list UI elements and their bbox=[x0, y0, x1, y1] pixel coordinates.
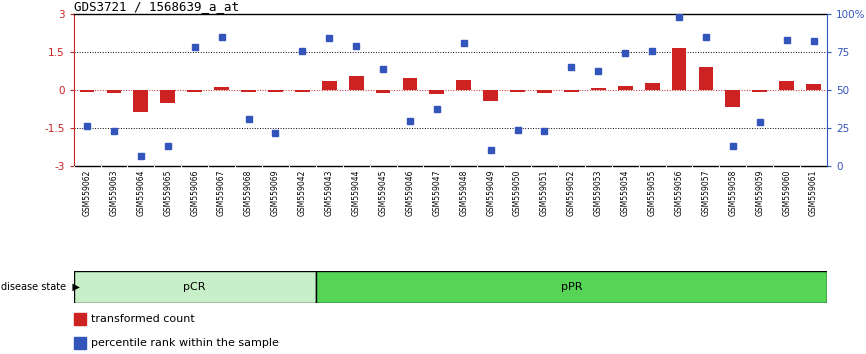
Text: GSM559059: GSM559059 bbox=[755, 170, 765, 216]
Text: GSM559056: GSM559056 bbox=[675, 170, 683, 216]
Text: transformed count: transformed count bbox=[91, 314, 195, 324]
Bar bbox=[672, 48, 687, 90]
Bar bbox=[806, 84, 821, 90]
Text: GSM559061: GSM559061 bbox=[809, 170, 818, 216]
Bar bbox=[456, 80, 471, 90]
Bar bbox=[214, 87, 229, 90]
Text: GSM559057: GSM559057 bbox=[701, 170, 710, 216]
Text: GSM559048: GSM559048 bbox=[459, 170, 469, 216]
Bar bbox=[187, 90, 202, 92]
Bar bbox=[779, 81, 794, 90]
Text: GSM559047: GSM559047 bbox=[432, 170, 442, 216]
Bar bbox=[591, 88, 605, 90]
Bar bbox=[241, 90, 256, 92]
Text: GSM559060: GSM559060 bbox=[782, 170, 792, 216]
Text: pPR: pPR bbox=[560, 282, 582, 292]
Text: GSM559046: GSM559046 bbox=[405, 170, 415, 216]
Text: GSM559045: GSM559045 bbox=[378, 170, 388, 216]
Bar bbox=[74, 271, 316, 303]
Text: GSM559044: GSM559044 bbox=[352, 170, 360, 216]
Bar bbox=[564, 90, 578, 92]
Bar bbox=[316, 271, 827, 303]
Bar bbox=[349, 76, 364, 90]
Text: pCR: pCR bbox=[184, 282, 206, 292]
Text: GSM559068: GSM559068 bbox=[244, 170, 253, 216]
Bar bbox=[403, 78, 417, 90]
Bar bbox=[699, 67, 714, 90]
Text: GSM559051: GSM559051 bbox=[540, 170, 549, 216]
Text: GSM559066: GSM559066 bbox=[191, 170, 199, 216]
Bar bbox=[74, 337, 86, 349]
Bar bbox=[107, 90, 121, 93]
Text: GSM559067: GSM559067 bbox=[217, 170, 226, 216]
Text: GSM559049: GSM559049 bbox=[486, 170, 495, 216]
Bar bbox=[133, 90, 148, 112]
Text: GSM559043: GSM559043 bbox=[325, 170, 333, 216]
Text: GSM559064: GSM559064 bbox=[136, 170, 145, 216]
Bar bbox=[430, 90, 444, 94]
Text: GSM559052: GSM559052 bbox=[567, 170, 576, 216]
Text: percentile rank within the sample: percentile rank within the sample bbox=[91, 338, 279, 348]
Text: GSM559055: GSM559055 bbox=[648, 170, 656, 216]
Bar bbox=[376, 90, 391, 93]
Bar bbox=[268, 90, 283, 92]
Text: GSM559063: GSM559063 bbox=[109, 170, 119, 216]
Bar bbox=[753, 90, 767, 92]
Bar bbox=[80, 90, 94, 92]
Text: GSM559065: GSM559065 bbox=[164, 170, 172, 216]
Text: GSM559054: GSM559054 bbox=[621, 170, 630, 216]
Bar bbox=[160, 90, 175, 103]
Text: GSM559058: GSM559058 bbox=[728, 170, 737, 216]
Bar bbox=[322, 81, 337, 90]
Bar bbox=[537, 90, 552, 93]
Text: GSM559053: GSM559053 bbox=[594, 170, 603, 216]
Bar bbox=[726, 90, 740, 107]
Bar bbox=[74, 313, 86, 325]
Bar bbox=[295, 90, 310, 92]
Bar bbox=[617, 86, 633, 90]
Bar bbox=[483, 90, 498, 101]
Bar bbox=[510, 90, 525, 92]
Text: GSM559062: GSM559062 bbox=[82, 170, 92, 216]
Bar bbox=[644, 83, 660, 90]
Text: GSM559050: GSM559050 bbox=[513, 170, 522, 216]
Text: GSM559069: GSM559069 bbox=[271, 170, 280, 216]
Text: GDS3721 / 1568639_a_at: GDS3721 / 1568639_a_at bbox=[74, 0, 239, 13]
Text: GSM559042: GSM559042 bbox=[298, 170, 307, 216]
Text: disease state  ▶: disease state ▶ bbox=[1, 282, 80, 292]
